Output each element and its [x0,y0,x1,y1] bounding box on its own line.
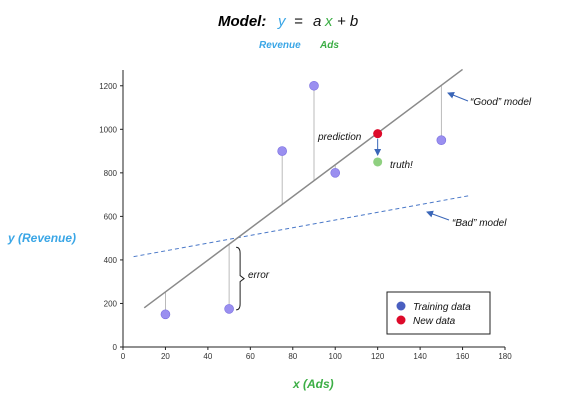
prediction-label: prediction [317,132,362,143]
y-tick-label: 600 [104,212,118,221]
legend-label-new: New data [413,316,456,327]
y-axis-label: y (Revenue) [7,231,76,245]
truth-label: truth! [390,160,413,171]
equation-a: a [313,13,321,30]
x-tick-label: 180 [498,352,512,361]
y-tick-label: 0 [113,343,118,352]
model-label: Model: [218,13,266,30]
x-tick-label: 160 [456,352,470,361]
training-point [309,80,319,91]
x-tick-label: 40 [203,352,212,361]
x-tick-label: 80 [288,352,297,361]
legend-marker-training [396,301,406,311]
x-tick-label: 120 [371,352,385,361]
good-model-label: “Good” model [470,97,532,108]
error-label: error [248,270,270,281]
training-point [277,146,287,156]
equation-y: y [277,13,287,30]
bad-model-label: “Bad” model [452,218,507,229]
y-tick-label: 1200 [99,82,117,91]
training-point [224,304,234,314]
new-data-point [373,129,383,139]
subtitle-revenue: Revenue [259,40,301,51]
equation-plus-b: + b [337,13,358,30]
good-model-arrow [447,91,469,102]
legend-marker-new [396,315,406,325]
x-tick-label: 20 [161,352,170,361]
training-point [330,168,341,178]
x-axis-label: x (Ads) [292,377,334,391]
y-tick-label: 1000 [99,125,117,134]
y-tick-label: 400 [104,256,118,265]
training-point [436,135,447,145]
x-tick-label: 0 [121,352,126,361]
truth-point [373,157,383,167]
training-point [160,309,171,320]
error-brace [236,246,245,311]
legend-label-training: Training data [413,302,471,313]
plot-area: 0 20 40 60 80 100 120 140 160 180 0 200 400 600 800 100… [99,68,512,361]
equation-equals: = [294,13,303,30]
x-tick-label: 100 [329,352,343,361]
good-model-line [143,68,464,309]
y-tick-label: 800 [104,169,118,178]
equation-x: x [324,13,333,30]
bad-model-arrow [426,210,450,221]
y-tick-label: 200 [104,299,118,308]
bad-model-line [133,195,470,258]
x-tick-label: 60 [246,352,255,361]
x-tick-label: 140 [413,352,427,361]
legend-box [386,291,491,335]
subtitle-ads: Ads [319,40,339,51]
